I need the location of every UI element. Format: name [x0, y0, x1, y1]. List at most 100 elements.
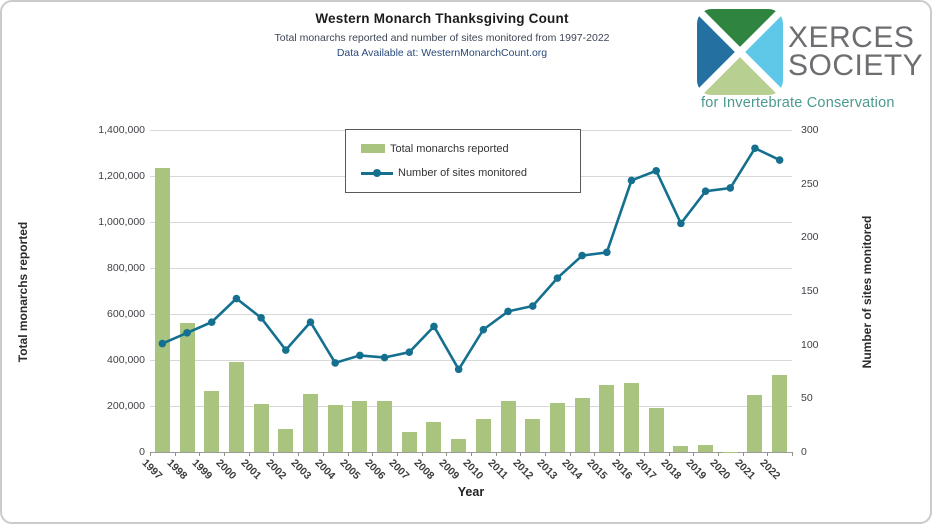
x-tick-label-2009: 2009 — [436, 457, 462, 483]
bar-2008 — [426, 421, 442, 452]
x-axis-title: Year — [457, 485, 485, 499]
x-tick-label-2020: 2020 — [707, 457, 733, 483]
bar-2003 — [303, 393, 318, 452]
line-point-1998 — [183, 329, 191, 337]
header: Western Monarch Thanksgiving Count Total… — [122, 11, 762, 59]
line-point-2015 — [603, 248, 611, 257]
left-axis-title: Total monarchs reported — [16, 221, 30, 363]
line-point-2019 — [701, 187, 710, 195]
x-tick-label-2000: 2000 — [213, 457, 239, 483]
x-tick-label-2015: 2015 — [584, 457, 610, 483]
bar-2006 — [377, 401, 393, 452]
left-axis-tick-label: 200,000 — [107, 400, 145, 412]
logo-wordmark-line2: SOCIETY — [788, 49, 924, 82]
line-point-2008 — [430, 322, 438, 331]
x-tick — [643, 452, 645, 456]
xerces-butterfly-x-icon — [697, 9, 783, 95]
gridline — [150, 360, 792, 361]
x-tick-label-2005: 2005 — [337, 457, 363, 483]
x-tick — [150, 452, 151, 456]
sites-line — [161, 146, 781, 372]
x-tick-label-2011: 2011 — [485, 457, 511, 482]
x-tick — [545, 452, 547, 456]
line-point-2005 — [356, 351, 364, 360]
bar-2000 — [228, 362, 244, 452]
bar-2010 — [475, 419, 491, 452]
bar-1998 — [179, 323, 195, 452]
x-tick-label-2010: 2010 — [460, 457, 486, 483]
x-tick-label-1998: 1998 — [164, 457, 190, 483]
line-point-2003 — [306, 318, 315, 326]
line-point-2013 — [553, 274, 562, 282]
bar-2014 — [574, 397, 590, 452]
line-point-2011 — [504, 307, 512, 316]
legend-item-sites: Number of sites monitored — [361, 167, 580, 179]
legend-item-monarchs: Total monarchs reported — [361, 143, 580, 155]
x-tick-label-2018: 2018 — [658, 457, 684, 483]
line-point-1997 — [158, 339, 167, 348]
sites-line-chart — [158, 144, 784, 374]
gridline — [150, 314, 792, 315]
line-point-2006 — [380, 353, 389, 362]
x-tick-label-2013: 2013 — [534, 457, 560, 483]
left-axis-tick-label: 1,400,000 — [98, 124, 145, 136]
x-tick — [174, 452, 176, 456]
bar-2013 — [549, 403, 565, 452]
line-point-1999 — [207, 318, 216, 326]
x-tick-label-2007: 2007 — [386, 457, 412, 483]
x-tick — [372, 452, 374, 456]
line-point-2014 — [578, 251, 586, 260]
bar-2022 — [772, 374, 788, 452]
bar-1997 — [154, 167, 170, 452]
x-tick — [569, 452, 571, 456]
gridline — [150, 268, 792, 269]
logo-wordmark-line1: XERCES — [788, 21, 915, 54]
right-axis-tick-label: 200 — [801, 231, 819, 244]
right-axis-title: Number of sites monitored — [860, 215, 874, 369]
x-tick-label-2014: 2014 — [559, 457, 585, 483]
line-point-2016 — [627, 176, 636, 185]
x-tick-label-2006: 2006 — [362, 457, 388, 483]
left-axis-tick-label: 400,000 — [107, 354, 145, 366]
x-tick-label-1997: 1997 — [139, 457, 165, 483]
line-point-2000 — [232, 294, 241, 303]
logo-tagline: for Invertebrate Conservation — [701, 95, 895, 111]
legend: Total monarchs reported Number of sites … — [345, 129, 581, 193]
line-point-2020 — [726, 184, 735, 192]
line-point-2010 — [479, 325, 488, 334]
x-tick — [619, 452, 621, 456]
x-tick-label-2017: 2017 — [633, 457, 659, 483]
line-point-2022 — [775, 156, 784, 164]
right-axis-tick-label: 300 — [801, 124, 819, 136]
x-tick-label-2019: 2019 — [683, 457, 709, 483]
left-axis-tick-label: 600,000 — [107, 308, 145, 320]
x-tick — [322, 452, 324, 456]
right-axis-tick-label: 250 — [801, 177, 819, 190]
logo-row: XERCES SOCIETY — [697, 9, 924, 95]
x-tick-label-2008: 2008 — [411, 457, 437, 483]
bar-2012 — [525, 418, 541, 452]
x-tick — [273, 452, 275, 456]
line-point-2018 — [677, 219, 685, 228]
line-point-2009 — [454, 365, 463, 374]
bar-2015 — [599, 384, 615, 452]
x-tick — [495, 452, 497, 456]
gridline — [150, 406, 792, 407]
bar-2007 — [401, 432, 417, 452]
xerces-society-logo: XERCES SOCIETY for Invertebrate Conserva… — [697, 9, 924, 111]
line-point-2007 — [405, 348, 414, 356]
bar-2001 — [253, 403, 269, 452]
legend-label-monarchs: Total monarchs reported — [390, 142, 509, 155]
x-tick — [792, 452, 793, 456]
line-point-2021 — [751, 144, 759, 153]
left-axis-tick-label: 1,000,000 — [98, 216, 145, 228]
bar-2004 — [327, 404, 343, 452]
x-tick-label-2022: 2022 — [757, 457, 783, 483]
x-tick — [421, 452, 423, 456]
bar-2009 — [451, 438, 467, 452]
bar-2011 — [500, 400, 516, 452]
x-tick — [668, 452, 670, 456]
x-tick — [520, 452, 522, 456]
line-point-2017 — [652, 166, 660, 175]
